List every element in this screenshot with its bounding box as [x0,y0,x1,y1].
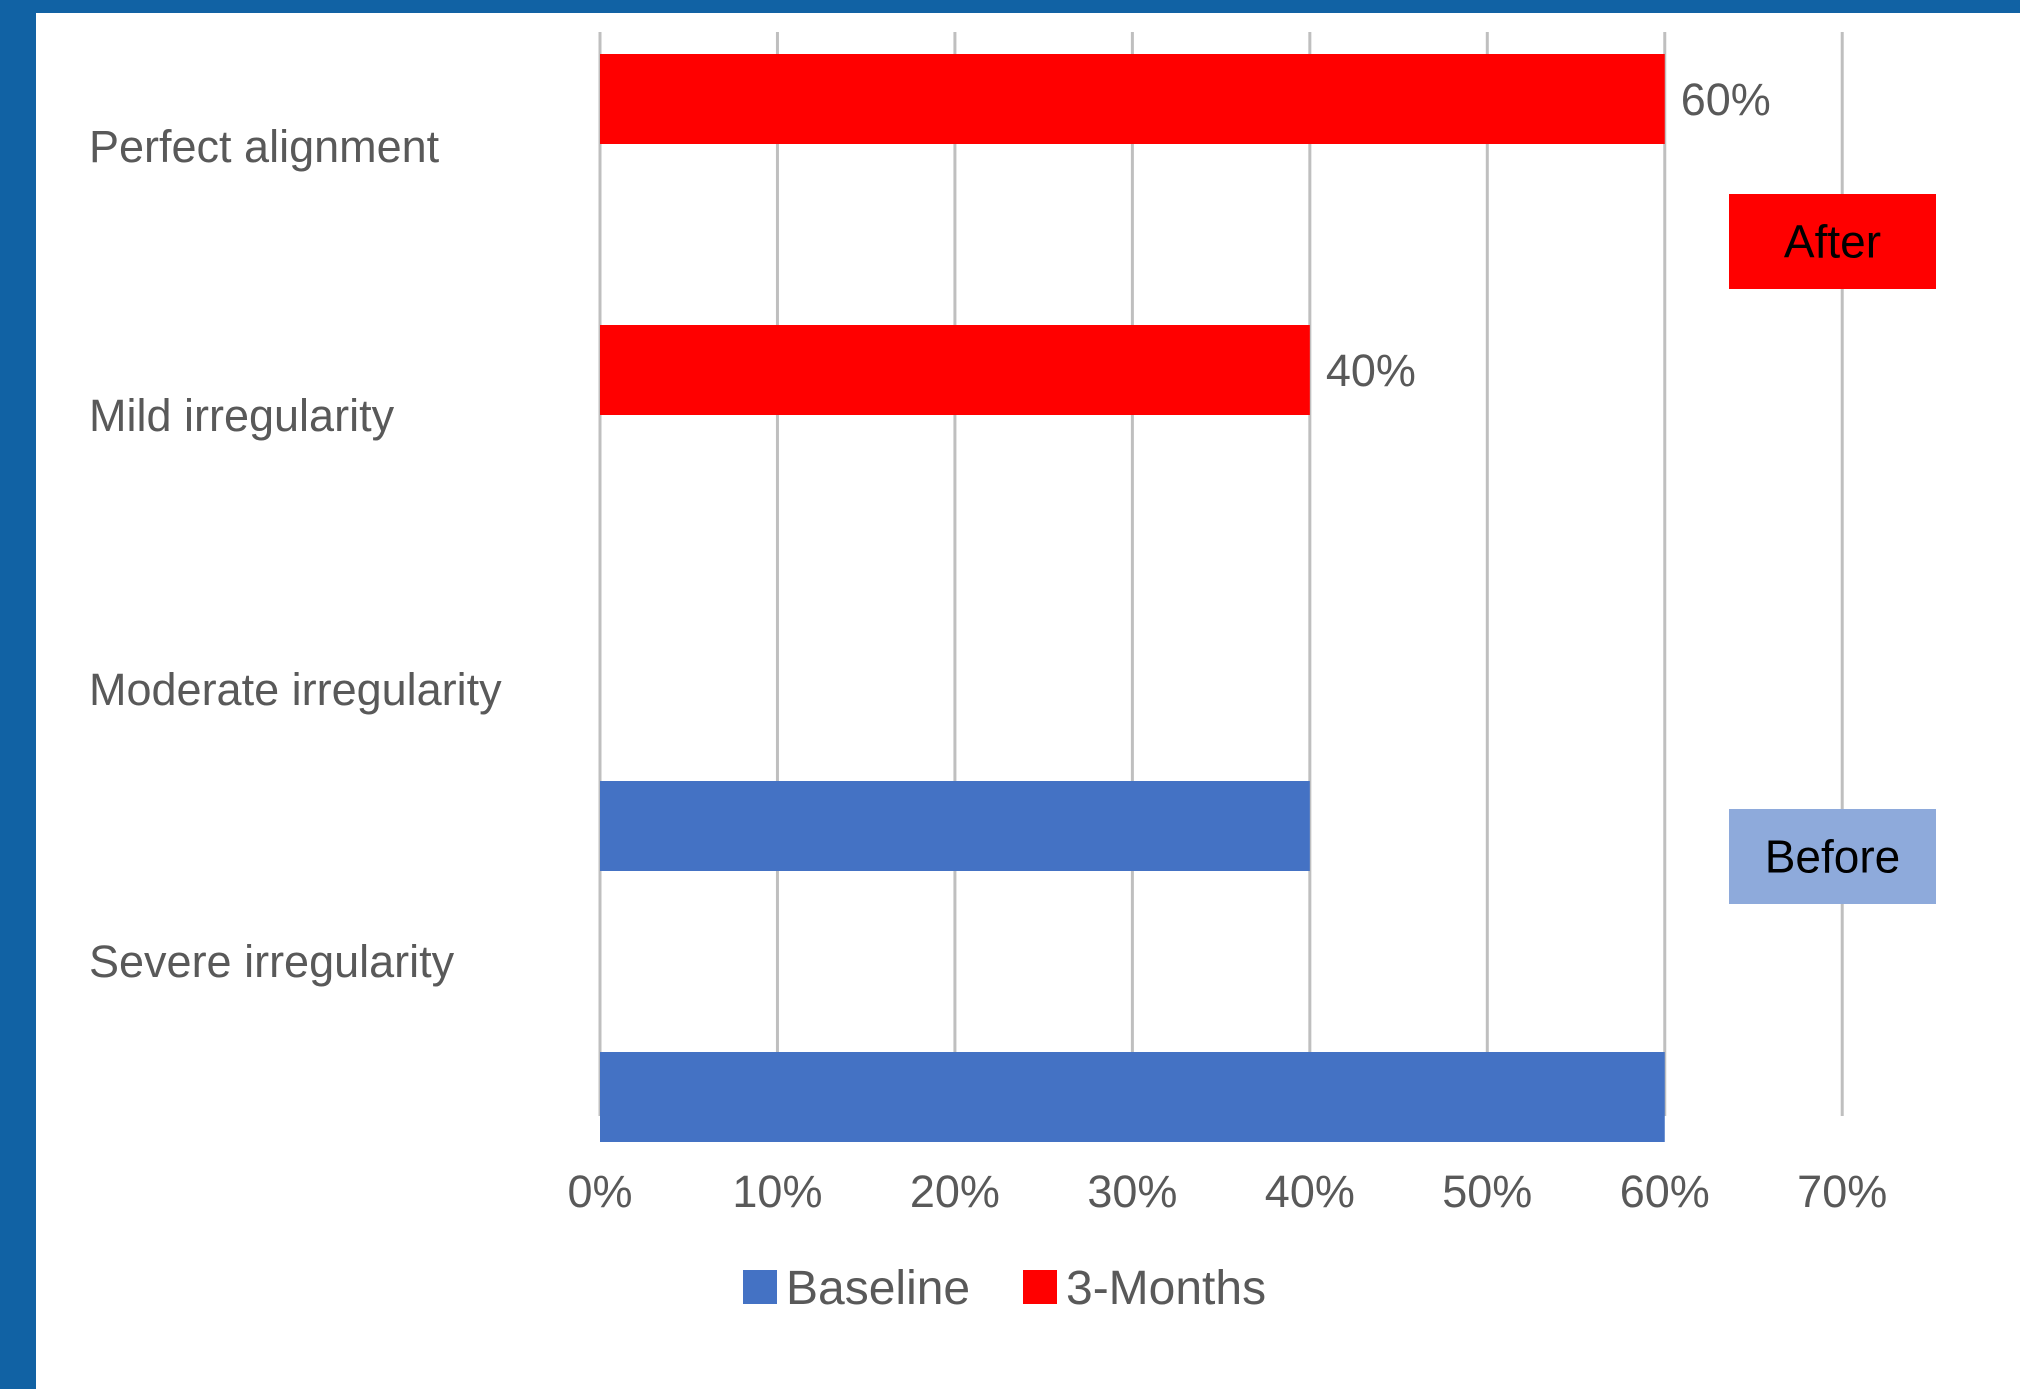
annotation-after: After [1729,194,1936,289]
x-tick-label-10: 10% [732,1166,822,1217]
data-labels: 60% 40% [1326,74,1771,396]
bars [600,54,1665,1142]
legend-swatch-baseline [743,1270,777,1304]
data-label-mild-irregularity: 40% [1326,345,1416,396]
x-tick-label-0: 0% [567,1166,632,1217]
x-tick-label-70: 70% [1797,1166,1887,1217]
category-labels: Perfect alignment Mild irregularity Modera… [89,121,502,987]
annotation-box-after [1729,194,1936,289]
legend-label-baseline: Baseline [786,1262,970,1315]
annotations: After Before [1729,194,1936,904]
annotation-text-after: After [1784,216,1881,268]
chart-frame: Perfect alignment Mild irregularity Modera… [36,13,2020,1389]
x-tick-label-20: 20% [910,1166,1000,1217]
legend-swatch-3-months [1023,1270,1057,1304]
annotation-before: Before [1729,809,1936,904]
legend-label-3-months: 3-Months [1066,1262,1266,1315]
legend-item-3-months: 3-Months [1023,1262,1266,1315]
legend-item-baseline: Baseline [743,1262,970,1315]
annotation-box-before [1729,809,1936,904]
x-tick-label-30: 30% [1087,1166,1177,1217]
category-label-moderate-irregularity: Moderate irregularity [89,664,502,715]
gridlines [598,32,1844,1116]
category-label-perfect-alignment: Perfect alignment [89,121,440,172]
category-label-severe-irregularity: Severe irregularity [89,936,455,987]
x-tick-labels: 0% 10% 20% 30% 40% 50% 60% 70% [567,1166,1887,1217]
x-tick-label-60: 60% [1620,1166,1710,1217]
data-label-perfect-alignment: 60% [1681,74,1771,125]
category-label-mild-irregularity: Mild irregularity [89,390,395,441]
bar-3-months-perfect-alignment [600,54,1665,144]
x-tick-label-40: 40% [1265,1166,1355,1217]
x-tick-label-50: 50% [1442,1166,1532,1217]
bar-3-months-mild-irregularity [600,325,1310,415]
bar-baseline-moderate-irregularity [600,781,1310,871]
bar-baseline-severe-irregularity [600,1052,1665,1142]
bar-chart: Perfect alignment Mild irregularity Modera… [89,32,1936,1315]
annotation-text-before: Before [1765,831,1901,883]
legend: Baseline 3-Months [743,1262,1266,1315]
